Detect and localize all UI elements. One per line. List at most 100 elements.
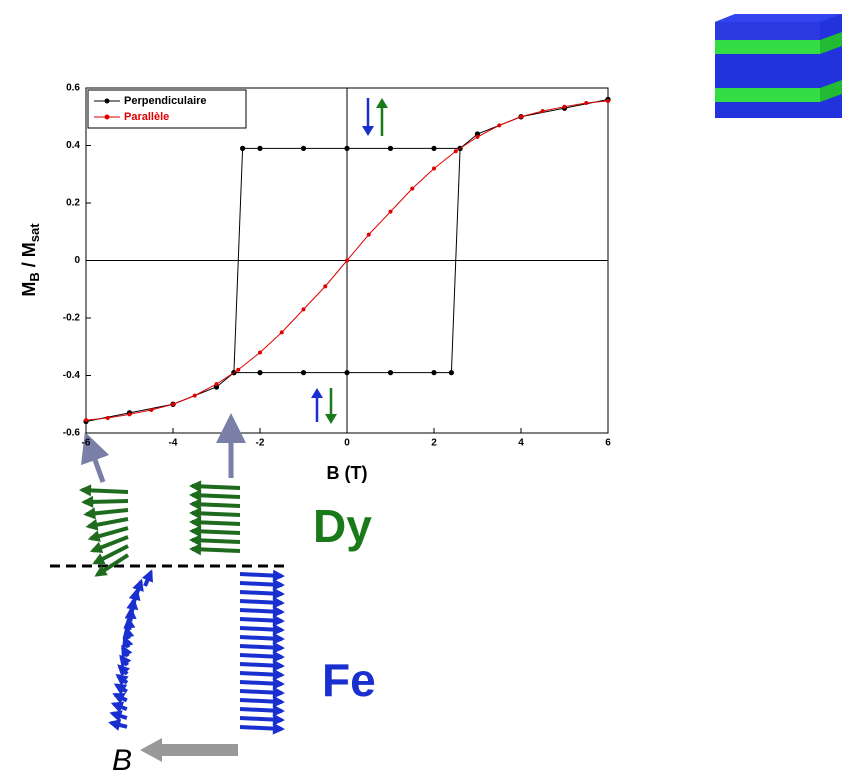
- data-point: [475, 134, 480, 139]
- data-point: [584, 100, 589, 105]
- fe-spin-head: [141, 569, 153, 583]
- data-point: [127, 412, 132, 417]
- data-point: [257, 145, 263, 151]
- dy-spin-head: [189, 534, 202, 547]
- data-point: [258, 350, 262, 355]
- fe-spin-head: [272, 713, 285, 726]
- data-point: [301, 307, 306, 312]
- data-point: [300, 145, 307, 151]
- fe-spin-head: [113, 683, 128, 695]
- y-axis-title: MB / Msat: [19, 223, 43, 297]
- fe-spin-head: [124, 606, 137, 619]
- data-point: [344, 370, 350, 376]
- data-point: [279, 330, 284, 335]
- pointer-arrow: [80, 431, 110, 483]
- data-point: [171, 402, 175, 407]
- data-point: [432, 166, 436, 171]
- data-point: [453, 149, 458, 154]
- fe-spin-head: [122, 635, 134, 649]
- data-point: [519, 114, 523, 119]
- y-tick-label: 0.4: [66, 140, 80, 151]
- fe-spin-head: [272, 596, 285, 609]
- x-tick-label: -4: [169, 438, 178, 449]
- data-point: [410, 186, 415, 191]
- fe-spin-head: [272, 686, 285, 699]
- x-tick-label: 2: [431, 438, 437, 449]
- fe-spin-head: [272, 623, 285, 636]
- y-label-sub: sat: [27, 223, 42, 242]
- data-point: [105, 416, 110, 421]
- dy-spin-head: [189, 489, 202, 502]
- x-tick-label: -2: [256, 438, 265, 449]
- fe-spin-head: [272, 722, 285, 735]
- dy-spin-head: [94, 565, 108, 577]
- fe-spin-head: [132, 578, 144, 592]
- x-tick-label: 0: [344, 438, 350, 449]
- fe-spin-head: [272, 605, 285, 618]
- legend-marker: [104, 114, 110, 120]
- field-arrow: [140, 738, 238, 762]
- legend-marker: [104, 98, 110, 104]
- data-point: [345, 258, 349, 263]
- fe-spin-head: [272, 614, 285, 627]
- dy-spin-head: [89, 541, 104, 554]
- data-point: [84, 418, 88, 423]
- data-point: [366, 232, 371, 237]
- legend-label: Perpendiculaire: [124, 95, 207, 107]
- dy-label: Dy: [313, 500, 372, 552]
- dy-spin-head: [87, 530, 101, 542]
- dy-spin-head: [189, 498, 202, 511]
- data-point: [323, 284, 328, 289]
- dy-spin-head: [189, 480, 202, 493]
- field-label: B: [112, 744, 132, 777]
- y-label-sub: B: [27, 272, 42, 281]
- dy-spin-head: [79, 484, 92, 497]
- legend-box: [87, 89, 247, 129]
- spin-diagram: [79, 480, 285, 735]
- data-point: [300, 370, 307, 376]
- fe-spin-head: [115, 673, 129, 686]
- data-point: [192, 393, 197, 398]
- fe-spin-head: [112, 693, 126, 704]
- fe-spin-head: [272, 668, 285, 681]
- fe-spin-head: [122, 625, 135, 639]
- dy-spin-head: [81, 495, 94, 508]
- y-tick-label: -0.6: [63, 428, 81, 439]
- y-tick-label: 0.2: [66, 198, 80, 209]
- data-point: [448, 370, 454, 376]
- y-tick-label: 0.6: [66, 83, 80, 94]
- x-tick-label: 6: [605, 438, 611, 449]
- fe-spin-head: [121, 644, 133, 659]
- x-tick-label: 4: [518, 438, 524, 449]
- dy-spin-head: [92, 553, 106, 565]
- fe-spin-head: [109, 710, 123, 722]
- fe-spin-head: [117, 664, 130, 677]
- fe-spin-head: [272, 704, 285, 717]
- fe-spin-head: [272, 578, 285, 591]
- data-point: [236, 367, 241, 372]
- dy-spin-head: [189, 543, 202, 556]
- data-point: [213, 384, 220, 390]
- fe-spin-head: [110, 701, 125, 713]
- fe-spin-head: [128, 587, 141, 602]
- dy-spin-head: [189, 525, 202, 538]
- dy-spin-head: [189, 507, 202, 520]
- spin-arrows: [311, 98, 388, 424]
- dy-spin-head: [83, 507, 96, 520]
- fe-spin-head: [123, 616, 136, 629]
- fe-label: Fe: [322, 654, 376, 706]
- data-point: [431, 145, 437, 151]
- y-label-part: M: [19, 282, 39, 297]
- dy-spin-head: [85, 518, 99, 531]
- fe-spin-head: [119, 654, 132, 668]
- data-point: [240, 145, 246, 151]
- data-point: [387, 145, 394, 151]
- fe-spin-head: [272, 587, 285, 600]
- data-point: [344, 145, 350, 151]
- data-point: [540, 109, 545, 113]
- data-point: [474, 131, 481, 137]
- fe-spin-head: [272, 569, 285, 582]
- dy-spin-head: [189, 516, 202, 529]
- data-point: [387, 370, 394, 376]
